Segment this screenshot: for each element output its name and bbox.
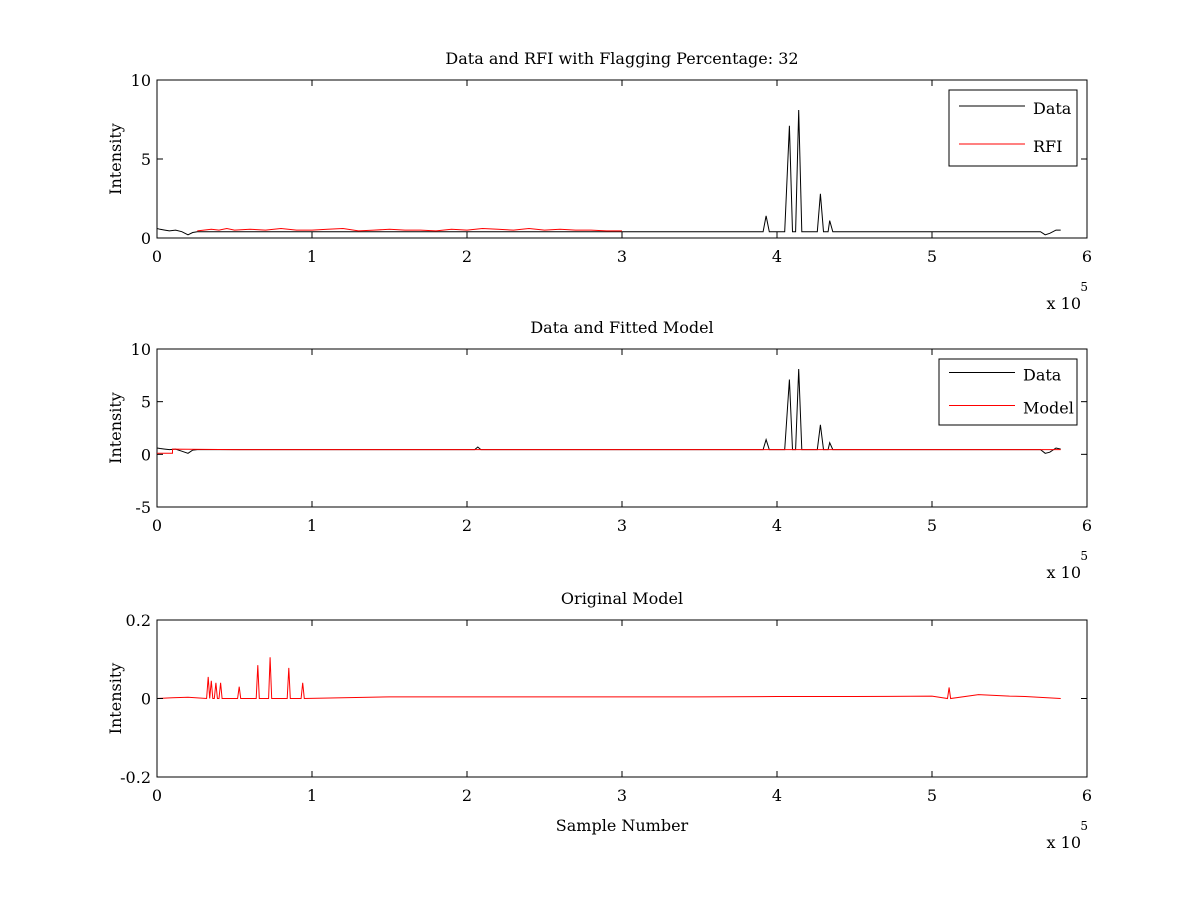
y-tick-label: -5 (135, 498, 151, 517)
legend-entry: Data (1023, 366, 1062, 385)
subplot-1: 0 1 2 3 4 5 6 0 5 10 Data and RFI with Flagging Pe… (106, 49, 1092, 313)
x-axis-label: Sample Number (556, 816, 689, 835)
x-tick-label: 5 (927, 516, 937, 535)
x-tick-label: 2 (462, 786, 472, 805)
x-multiplier-exponent: 5 (1080, 819, 1088, 833)
legend-entry: RFI (1033, 137, 1062, 156)
subplot-title: Data and RFI with Flagging Percentage: 3… (445, 49, 798, 68)
y-tick-label: 0.2 (126, 611, 151, 630)
x-multiplier-exponent: 5 (1080, 549, 1088, 563)
x-tick-label: 5 (927, 786, 937, 805)
model-series-line (157, 657, 1061, 700)
model-series-line (157, 448, 1061, 454)
y-tick-label: 0 (141, 445, 151, 464)
y-axis-label: Intensity (106, 663, 125, 735)
x-multiplier-label: x 10 (1047, 563, 1081, 582)
rfi-series-line (197, 227, 622, 232)
x-tick-label: 3 (617, 247, 627, 266)
subplot-title: Data and Fitted Model (530, 318, 713, 337)
x-tick-label: 1 (307, 786, 317, 805)
y-tick-label: 10 (131, 71, 151, 90)
legend-entry: Data (1033, 99, 1072, 118)
x-tick-label: 5 (927, 247, 937, 266)
y-tick-label: -0.2 (120, 768, 151, 787)
axes-box (156, 348, 1088, 508)
legend: Data RFI (948, 89, 1078, 167)
x-tick-label: 4 (772, 786, 782, 805)
x-tick-label: 0 (152, 247, 162, 266)
x-tick-label: 3 (617, 516, 627, 535)
y-tick-label: 0 (141, 690, 151, 709)
x-tick-label: 6 (1082, 516, 1092, 535)
axes-box (156, 79, 1088, 239)
x-tick-label: 2 (462, 247, 472, 266)
x-tick-label: 4 (772, 516, 782, 535)
y-axis-label: Intensity (106, 123, 125, 195)
x-tick-label: 6 (1082, 786, 1092, 805)
x-multiplier-exponent: 5 (1080, 280, 1088, 294)
data-series-line (157, 109, 1061, 236)
legend-box (948, 89, 1078, 167)
y-tick-label: 0 (141, 229, 151, 248)
x-tick-label: 6 (1082, 247, 1092, 266)
legend-box (938, 358, 1078, 426)
x-tick-label: 0 (152, 516, 162, 535)
y-tick-label: 10 (131, 340, 151, 359)
y-axis-label: Intensity (106, 392, 125, 464)
x-tick-label: 1 (307, 516, 317, 535)
y-tick-label: 5 (141, 393, 151, 412)
subplot-title: Original Model (561, 589, 683, 608)
x-multiplier-label: x 10 (1047, 294, 1081, 313)
y-tick-label: 5 (141, 150, 151, 169)
x-tick-label: 1 (307, 247, 317, 266)
legend-entry: Model (1023, 399, 1074, 418)
x-multiplier-label: x 10 (1047, 833, 1081, 852)
legend: Data Model (938, 358, 1078, 426)
x-tick-label: 0 (152, 786, 162, 805)
x-tick-label: 3 (617, 786, 627, 805)
x-tick-label: 2 (462, 516, 472, 535)
x-tick-label: 4 (772, 247, 782, 266)
